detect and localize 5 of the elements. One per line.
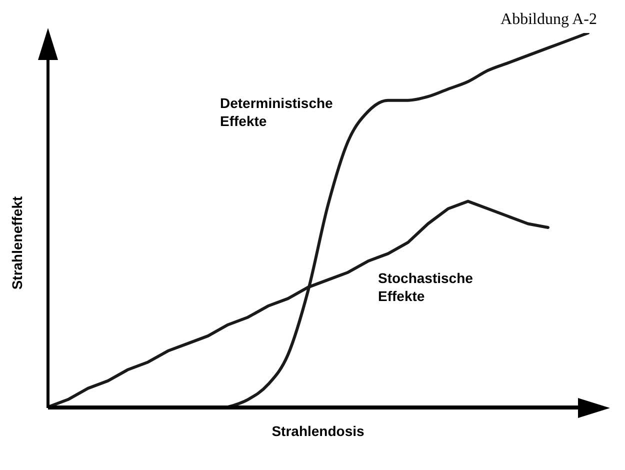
series-label: Stochastische Effekte (378, 270, 474, 304)
x-axis-title: Strahlendosis (272, 423, 364, 439)
series-label: Deterministische Effekte (220, 95, 334, 129)
chart-title: Abbildung A-2 (500, 11, 597, 28)
y-axis-title: Strahleneffekt (9, 196, 25, 290)
